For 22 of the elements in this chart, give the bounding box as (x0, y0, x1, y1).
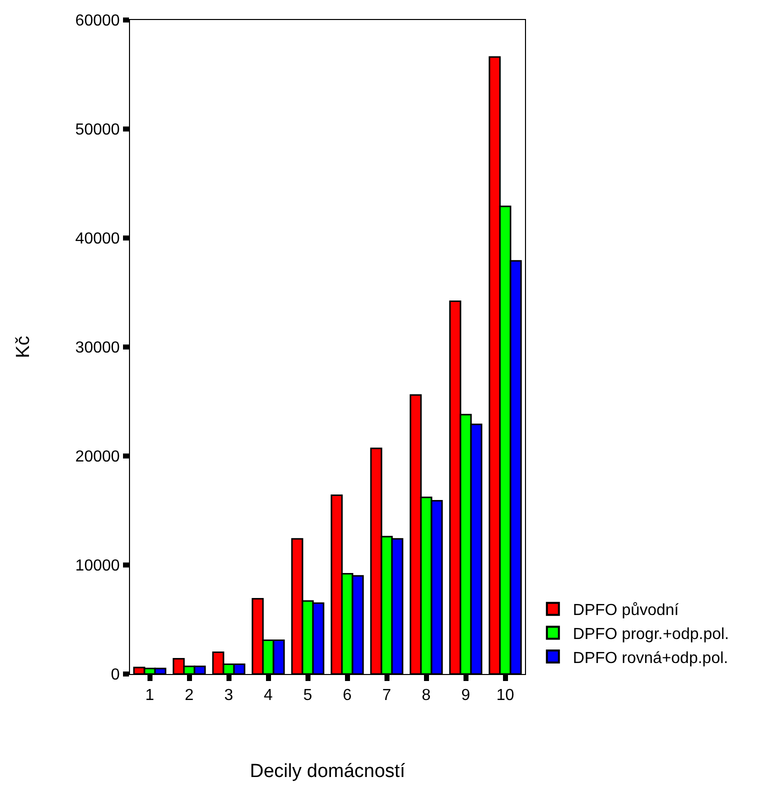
legend-label: DPFO původní (572, 602, 680, 620)
x-tick-label: 5 (303, 687, 312, 704)
y-tick-label: 50000 (75, 122, 120, 139)
legend-label: DPFO rovná+odp.pol. (572, 650, 728, 667)
x-tick-label: 3 (224, 687, 234, 704)
x-axis-title: Decily domácností (250, 761, 406, 782)
legend-label: DPFO progr.+odp.pol. (572, 626, 729, 643)
y-tick-label: 60000 (75, 12, 120, 30)
x-tick-label: 7 (382, 687, 392, 704)
y-tick-label: 20000 (75, 448, 120, 466)
x-tick-label: 6 (342, 687, 352, 704)
y-tick-label: 30000 (75, 340, 120, 357)
y-axis-title: Kč (13, 336, 34, 358)
y-tick-label: 40000 (75, 230, 120, 248)
y-tick-label: 0 (110, 666, 120, 684)
x-tick-label: 1 (145, 687, 154, 704)
x-tick-label: 10 (496, 687, 514, 704)
y-tick-label: 10000 (75, 558, 120, 575)
x-tick-label: 8 (422, 687, 431, 704)
x-tick-label: 4 (264, 687, 273, 704)
x-tick-label: 9 (461, 687, 470, 704)
x-tick-label: 2 (184, 687, 194, 704)
